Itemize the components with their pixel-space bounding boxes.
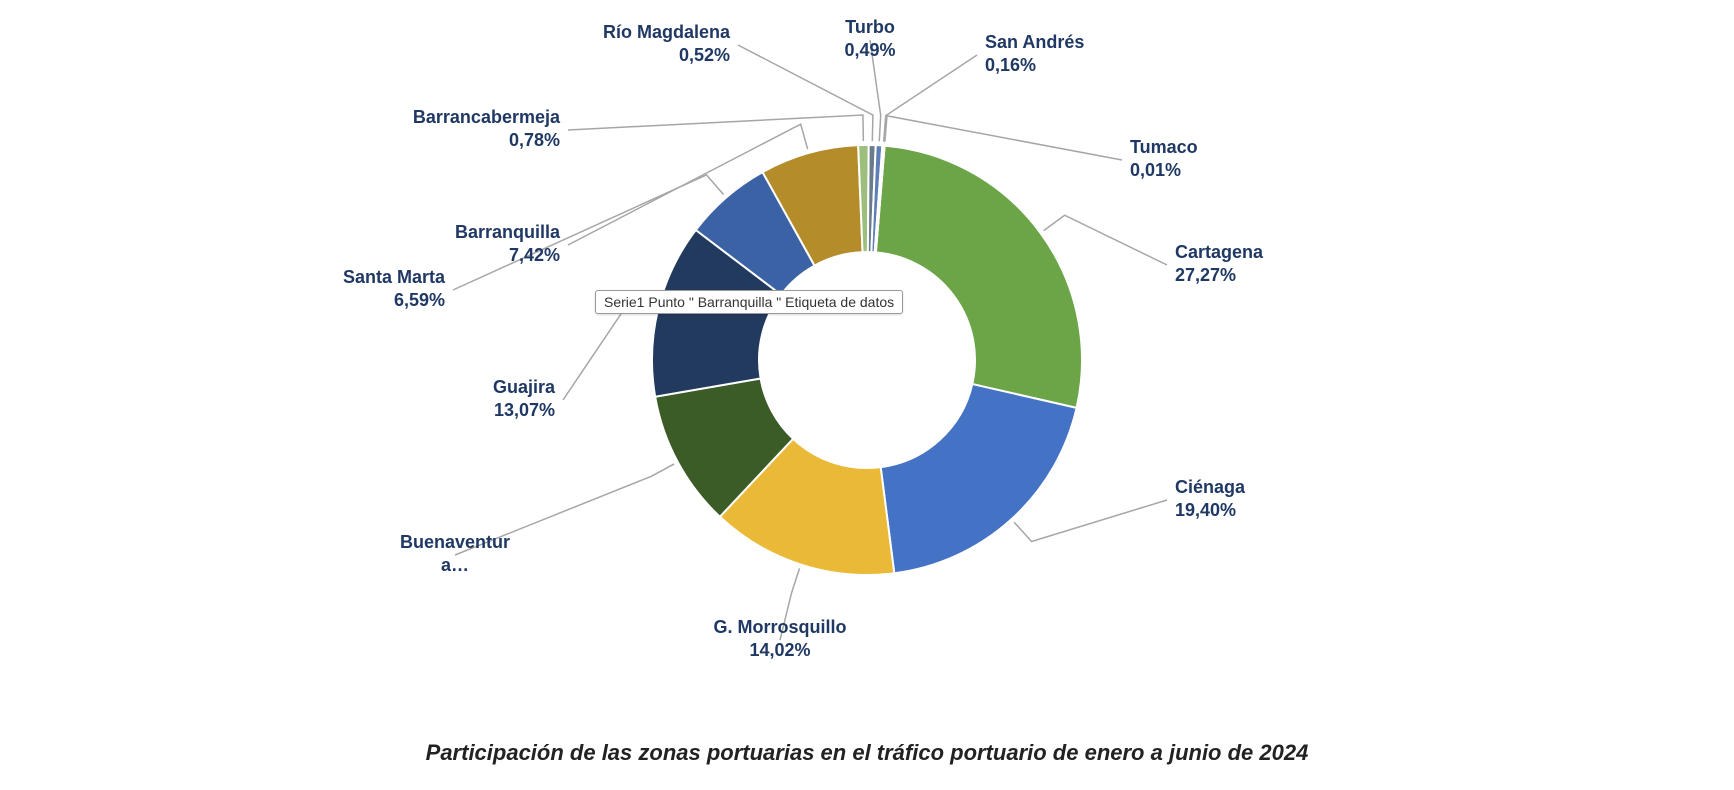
slice-label-turbo: Turbo 0,49% [760, 16, 980, 61]
slice-label-san-andr-s: San Andrés 0,16% [985, 31, 1084, 76]
slice-label-cartagena: Cartagena 27,27% [1175, 241, 1263, 286]
slice-label-r-o-magdalena: Río Magdalena 0,52% [603, 21, 730, 66]
leader-line [563, 302, 654, 400]
slice-label-buenaventura: Buenaventur a… [345, 531, 565, 576]
chart-caption: Participación de las zonas portuarias en… [0, 740, 1734, 766]
chart-stage: Serie1 Punto " Barranquilla " Etiqueta d… [0, 0, 1734, 790]
slice-label-ci-naga: Ciénaga 19,40% [1175, 476, 1245, 521]
slice-label-santa-marta: Santa Marta 6,59% [343, 266, 445, 311]
chart-tooltip: Serie1 Punto " Barranquilla " Etiqueta d… [595, 290, 903, 314]
slice-cartagena[interactable] [876, 146, 1082, 408]
slice-label-barrancabermeja: Barrancabermeja 0,78% [413, 106, 560, 151]
slice-label-guajira: Guajira 13,07% [493, 376, 555, 421]
leader-line [1044, 215, 1167, 265]
slice-ci-naga[interactable] [881, 384, 1077, 573]
leader-line [568, 115, 863, 141]
leader-line [1014, 500, 1167, 541]
donut-chart [0, 0, 1734, 790]
slice-label-tumaco: Tumaco 0,01% [1130, 136, 1198, 181]
slice-label-barranquilla: Barranquilla 7,42% [455, 221, 560, 266]
leader-line [884, 55, 977, 142]
slice-label-g-morrosquillo: G. Morrosquillo 14,02% [670, 616, 890, 661]
